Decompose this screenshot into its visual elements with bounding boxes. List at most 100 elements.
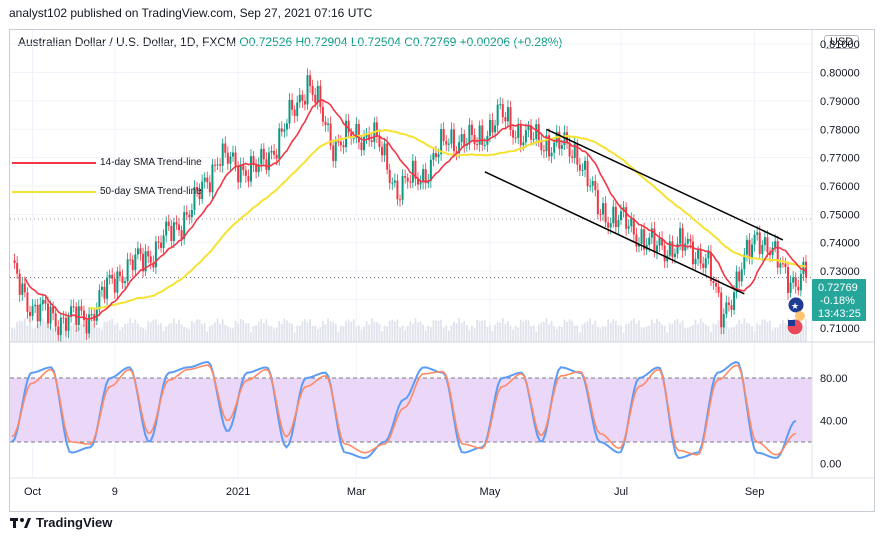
candle-body [185, 212, 188, 215]
volume-bar [519, 319, 522, 342]
volume-bar [550, 320, 553, 342]
volume-bar [440, 319, 443, 342]
ohlc-open: O0.72526 [239, 35, 293, 49]
candle-body [46, 303, 49, 324]
volume-bar [779, 323, 782, 342]
volume-bar [761, 319, 764, 342]
volume-bar [702, 322, 705, 342]
volume-bar [517, 327, 520, 342]
candle-body [571, 156, 574, 158]
candle-body [267, 152, 270, 171]
volume-bar [270, 325, 273, 342]
volume-bar [208, 326, 211, 342]
event-icon [795, 311, 805, 321]
volume-bar [111, 318, 114, 342]
volume-bar [62, 321, 65, 342]
volume-bar [758, 324, 761, 342]
candle-body [717, 286, 720, 293]
volume-bar [322, 321, 324, 342]
candle-body [339, 141, 342, 146]
candle-body [303, 100, 306, 105]
volume-bar [273, 328, 275, 342]
candle-body [437, 154, 440, 158]
candle-body [381, 147, 384, 156]
volume-bar [586, 321, 589, 342]
volume-bar [625, 323, 628, 342]
candle-body [167, 221, 170, 227]
candle-body [581, 169, 584, 171]
volume-bar [129, 318, 132, 342]
volume-bar [504, 323, 507, 342]
candle-body [527, 125, 530, 131]
candle-body [463, 134, 466, 146]
candle-body [198, 189, 201, 200]
volume-bar [671, 323, 674, 342]
volume-bar [566, 321, 568, 342]
volume-bar [468, 330, 471, 342]
volume-bar [119, 330, 121, 342]
volume-bar [36, 323, 39, 342]
candle-body [347, 120, 350, 133]
candle-body [635, 234, 638, 247]
volume-bar [224, 324, 227, 342]
candle-body [743, 254, 746, 270]
candle-body [106, 277, 109, 299]
volume-bar [206, 331, 209, 342]
candle-body [196, 187, 199, 190]
volume-bar [255, 325, 258, 342]
volume-bar [640, 327, 643, 342]
volume-bar [635, 323, 638, 342]
candle-body [342, 145, 345, 148]
candle-body [242, 164, 245, 171]
candle-body [568, 142, 571, 157]
candle-body [715, 282, 718, 287]
volume-bar [275, 327, 278, 342]
volume-bar [617, 325, 620, 342]
volume-bar [753, 331, 756, 342]
candle-body [401, 176, 404, 200]
candle-body [396, 180, 399, 200]
candle-body [758, 232, 761, 254]
candle-body [18, 273, 21, 295]
candle-body [111, 274, 114, 279]
volume-bar [553, 326, 556, 342]
candle-body [100, 286, 103, 291]
candle-body [121, 276, 124, 284]
candle-body [545, 135, 548, 152]
candle-body [172, 222, 175, 241]
candle-body [686, 238, 689, 244]
candle-body [345, 120, 348, 148]
volume-bar [496, 321, 499, 342]
tradingview-brand: TradingView [36, 515, 113, 530]
volume-bar [23, 318, 26, 342]
currency-badge[interactable]: USD [824, 35, 860, 49]
candle-body [72, 306, 75, 308]
volume-bar [160, 322, 162, 342]
candle-body [252, 156, 255, 166]
volume-bar [137, 323, 139, 342]
volume-bar [658, 321, 661, 342]
volume-bar [414, 318, 417, 342]
candle-body [643, 229, 646, 250]
volume-bar [674, 320, 676, 342]
candle-body [501, 104, 504, 118]
candle-body [136, 248, 139, 255]
candle-body [193, 187, 196, 210]
candle-body [524, 130, 527, 143]
candle-body [727, 302, 730, 306]
volume-bar [309, 319, 311, 342]
candle-body [44, 299, 47, 304]
volume-bar [573, 325, 576, 342]
volume-bar [453, 321, 455, 342]
candle-body [612, 206, 615, 224]
volume-bar [126, 323, 129, 342]
publisher-line: analyst102 published on TradingView.com,… [9, 6, 373, 20]
volume-bar [93, 323, 96, 342]
volume-bar [203, 323, 206, 342]
candle-body [797, 286, 800, 291]
tradingview-footer[interactable]: TradingView [10, 515, 112, 530]
candle-body [70, 306, 73, 317]
volume-bar [509, 325, 512, 342]
volume-bar [363, 326, 365, 342]
